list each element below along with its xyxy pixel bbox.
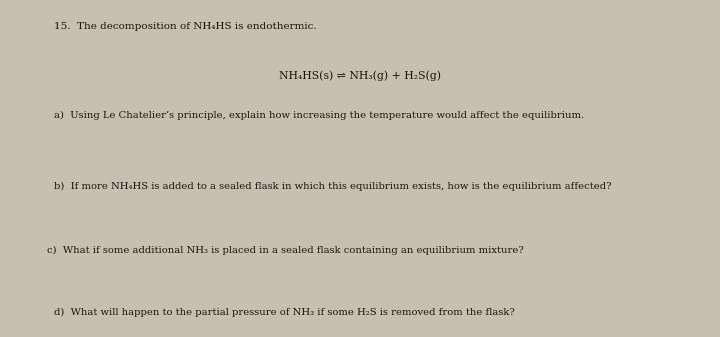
Text: c)  What if some additional NH₃ is placed in a sealed flask containing an equili: c) What if some additional NH₃ is placed…	[47, 246, 523, 255]
Text: b)  If more NH₄HS is added to a sealed flask in which this equilibrium exists, h: b) If more NH₄HS is added to a sealed fl…	[54, 182, 611, 191]
Text: NH₄HS(s) ⇌ NH₃(g) + H₂S(g): NH₄HS(s) ⇌ NH₃(g) + H₂S(g)	[279, 71, 441, 81]
Text: d)  What will happen to the partial pressure of NH₃ if some H₂S is removed from : d) What will happen to the partial press…	[54, 308, 515, 317]
Text: 15.  The decomposition of NH₄HS is endothermic.: 15. The decomposition of NH₄HS is endoth…	[54, 22, 317, 31]
Text: a)  Using Le Chatelier’s principle, explain how increasing the temperature would: a) Using Le Chatelier’s principle, expla…	[54, 111, 584, 120]
